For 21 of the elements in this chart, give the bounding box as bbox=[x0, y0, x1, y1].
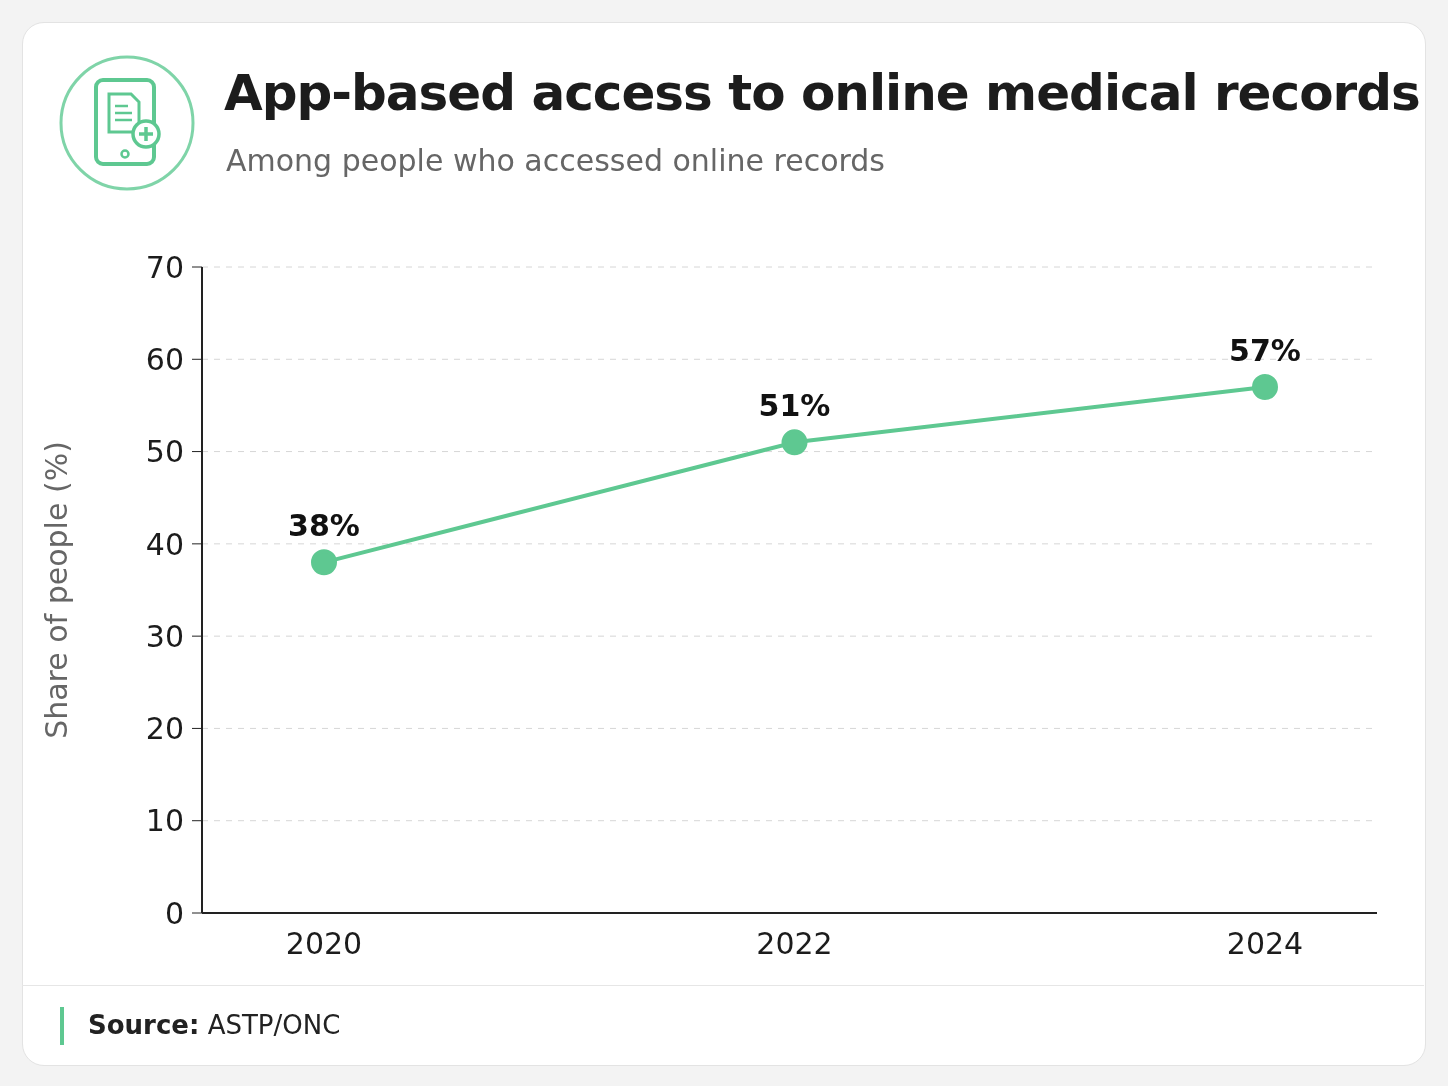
point bbox=[781, 429, 808, 456]
data-label: 38% bbox=[288, 508, 360, 544]
y-tick-label: 30 bbox=[145, 618, 184, 654]
x-tick-label: 2020 bbox=[285, 926, 363, 962]
y-axis-title: Share of people (%) bbox=[38, 441, 74, 739]
y-tick-label: 10 bbox=[145, 803, 184, 839]
y-tick-label: 50 bbox=[145, 434, 184, 470]
y-tick-label: 0 bbox=[164, 895, 184, 931]
y-tick-label: 20 bbox=[145, 711, 184, 747]
source-note: Source: ASTP/ONC bbox=[88, 1010, 341, 1040]
x-tick-label: 2022 bbox=[756, 926, 833, 962]
x-tick-label: 2024 bbox=[1226, 926, 1304, 962]
chart-title: App-based access to online medical records bbox=[224, 64, 1420, 122]
data-label: 51% bbox=[758, 388, 831, 424]
y-tick-label: 70 bbox=[145, 249, 184, 285]
data-label: 57% bbox=[1229, 332, 1301, 368]
y-tick-label: 60 bbox=[145, 341, 184, 377]
y-tick-label: 40 bbox=[145, 526, 184, 562]
point bbox=[311, 549, 337, 576]
point bbox=[1252, 373, 1278, 400]
chart-subtitle: Among people who accessed online records bbox=[226, 143, 885, 178]
